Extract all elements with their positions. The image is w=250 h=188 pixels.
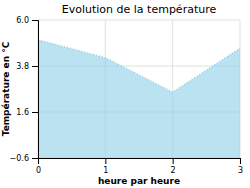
title: Evolution de la température [62, 3, 217, 16]
tick-label: 0 [36, 166, 41, 175]
tick-mark [32, 112, 38, 113]
tick-mark [240, 158, 241, 164]
grid [38, 20, 240, 158]
tick-mark [32, 20, 38, 21]
tick-label: 3 [238, 166, 243, 175]
chart: 0 1 2 3 −0.6 1.6 3.8 6.0 Evolution de la tempéra… [0, 0, 250, 188]
marks [38, 40, 240, 158]
plot: 0 1 2 3 −0.6 1.6 3.8 6.0 [10, 16, 243, 175]
tick-mark [173, 158, 174, 164]
area [38, 40, 240, 158]
tick-label: 6.0 [16, 16, 29, 25]
tick-label: 1 [103, 166, 108, 175]
tick-label: −0.6 [10, 154, 29, 163]
axis-line [39, 159, 241, 165]
x-axis-title: heure par heure [98, 176, 180, 186]
y-axis: −0.6 1.6 3.8 6.0 [10, 16, 39, 163]
tick-mark [32, 66, 38, 67]
tick-label: 1.6 [16, 108, 29, 117]
tick: 0 [36, 158, 41, 175]
tick-label: 3.8 [16, 62, 29, 71]
tick: 3 [238, 158, 243, 175]
grid-line [38, 20, 240, 21]
x-axis: 0 1 2 3 [36, 158, 243, 175]
tick-label: 2 [171, 166, 176, 175]
tick: −0.6 [10, 154, 38, 163]
line [38, 40, 240, 92]
axis-line [32, 21, 39, 159]
tick: 1.6 [16, 108, 38, 117]
tick: 6.0 [16, 16, 38, 25]
tick-mark [32, 158, 38, 159]
tick: 1 [103, 158, 108, 175]
tick: 3.8 [16, 62, 38, 71]
tick-mark [105, 158, 106, 164]
y-axis-title: Température en °C [1, 41, 11, 136]
tick: 2 [171, 158, 176, 175]
